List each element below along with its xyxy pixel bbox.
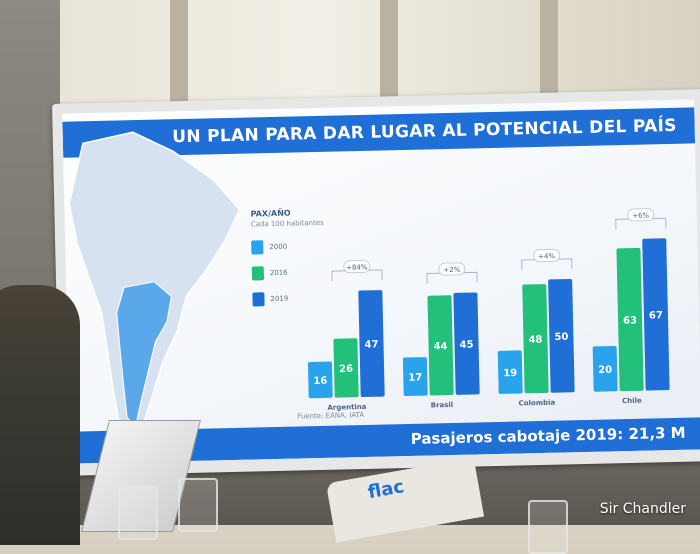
annotation-label: +2% <box>443 266 460 274</box>
annotation-bubble <box>533 248 561 263</box>
annotation-bubble <box>627 208 655 222</box>
window-pillar <box>540 0 558 110</box>
window-pillar <box>170 0 188 110</box>
data-label: 26 <box>339 364 353 375</box>
bar-argentina-2019 <box>358 290 385 398</box>
water-glass <box>178 478 218 532</box>
data-label: 48 <box>528 335 542 346</box>
bar-argentina-2000 <box>307 361 333 399</box>
bar-colombia-2016 <box>522 284 549 394</box>
data-label: 63 <box>623 315 637 326</box>
data-label: 19 <box>503 368 517 379</box>
source-note: Fuente: EANA, IATA <box>297 410 365 421</box>
water-glass <box>528 500 568 554</box>
presentation-slide: UN PLAN PARA DAR LUGAR AL POTENCIAL DEL … <box>62 99 700 464</box>
data-label: 20 <box>598 365 612 376</box>
bar-argentina-2016 <box>333 338 359 398</box>
data-label: 45 <box>459 339 473 350</box>
data-label: 16 <box>313 376 327 387</box>
data-label: 67 <box>649 310 663 321</box>
data-label: 47 <box>364 339 378 350</box>
bar-colombia-2000 <box>497 350 523 394</box>
data-label: 50 <box>554 332 568 343</box>
category-label: Colombia <box>519 399 556 408</box>
bar-chile-2000 <box>592 345 618 392</box>
annotation-bubble <box>343 259 371 274</box>
category-label: Argentina <box>327 403 367 412</box>
data-label: 17 <box>408 372 422 383</box>
bar-colombia-2019 <box>548 278 575 393</box>
south-america-map <box>68 131 241 444</box>
bar-brasil-2000 <box>402 357 428 397</box>
annotation-bubble <box>438 262 466 276</box>
tv-display: UN PLAN PARA DAR LUGAR AL POTENCIAL DEL … <box>52 89 700 476</box>
category-label: Chile <box>622 397 642 405</box>
water-glass <box>118 486 158 540</box>
annotation-label: +84% <box>346 263 368 271</box>
data-label: 44 <box>434 341 448 352</box>
tote-bag: flac <box>325 457 485 543</box>
category-label: Brasil <box>431 401 454 410</box>
footer-text: Pasajeros cabotaje 2019: 21,3 M <box>410 423 686 448</box>
argentina-highlight <box>116 281 172 429</box>
annotation-label: +6% <box>632 212 649 220</box>
bar-brasil-2019 <box>453 292 480 395</box>
bar-brasil-2016 <box>427 295 454 396</box>
bar-chart: 16 26 47 Argentina +84% 17 44 45 Brasil +2% 19 48 50… <box>307 208 670 412</box>
annotation-label: +4% <box>538 252 555 260</box>
window-pillar <box>380 0 398 110</box>
bar-chile-2016 <box>616 247 644 392</box>
audience-person <box>0 285 80 545</box>
bag-logo-text: flac <box>366 476 406 504</box>
bar-chile-2019 <box>642 238 670 391</box>
watermark: Sir Chandler <box>599 501 686 517</box>
